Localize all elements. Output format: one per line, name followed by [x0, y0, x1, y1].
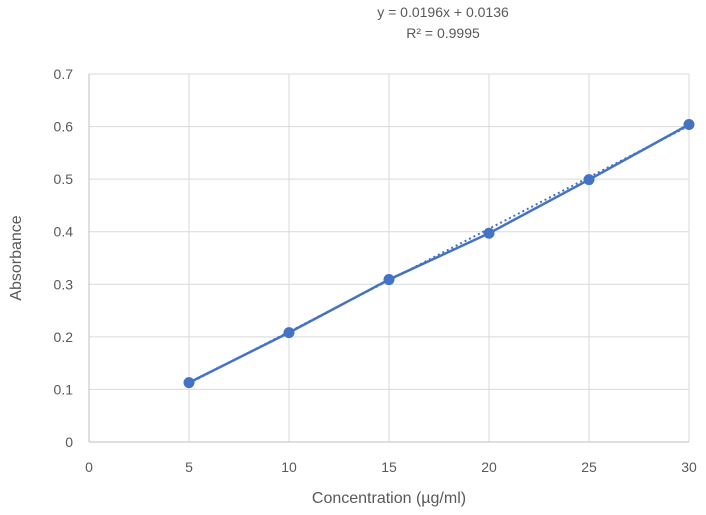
- grid: [89, 73, 690, 442]
- x-tick-label: 0: [85, 459, 93, 475]
- trendline-equation: y = 0.0196x + 0.0136: [377, 4, 509, 20]
- x-axis-title: Concentration (µg/ml): [312, 490, 466, 507]
- x-tick-label: 20: [481, 459, 497, 475]
- axes: [88, 74, 689, 443]
- data-point: [383, 274, 395, 286]
- data-point: [583, 174, 595, 186]
- data-point: [483, 227, 495, 239]
- x-tick-label: 25: [581, 459, 597, 475]
- x-tick-label: 15: [381, 459, 397, 475]
- y-tick-label: 0.1: [54, 381, 74, 397]
- tick-labels: 0 0.1 0.2 0.3 0.4 0.5 0.6 0.7 0 5 10 15 20 25 30: [54, 66, 697, 475]
- y-tick-label: 0: [65, 434, 73, 450]
- y-tick-label: 0.3: [54, 276, 74, 292]
- y-tick-label: 0.6: [54, 119, 74, 135]
- y-axis-title: Absorbance: [8, 215, 25, 300]
- data-point: [283, 327, 295, 339]
- x-tick-label: 5: [185, 459, 193, 475]
- y-tick-label: 0.5: [54, 171, 74, 187]
- y-tick-label: 0.2: [54, 329, 74, 345]
- data-point: [183, 377, 195, 389]
- series-line: [188, 123, 690, 384]
- trendline-group: [188, 124, 690, 385]
- trendline-r-squared: R² = 0.9995: [406, 25, 480, 41]
- x-tick-label: 30: [681, 459, 697, 475]
- y-tick-label: 0.7: [54, 66, 74, 82]
- series-group: [183, 118, 695, 389]
- x-tick-label: 10: [281, 459, 297, 475]
- linear-trendline: [188, 124, 690, 385]
- y-tick-label: 0.4: [54, 224, 74, 240]
- data-point: [683, 118, 695, 130]
